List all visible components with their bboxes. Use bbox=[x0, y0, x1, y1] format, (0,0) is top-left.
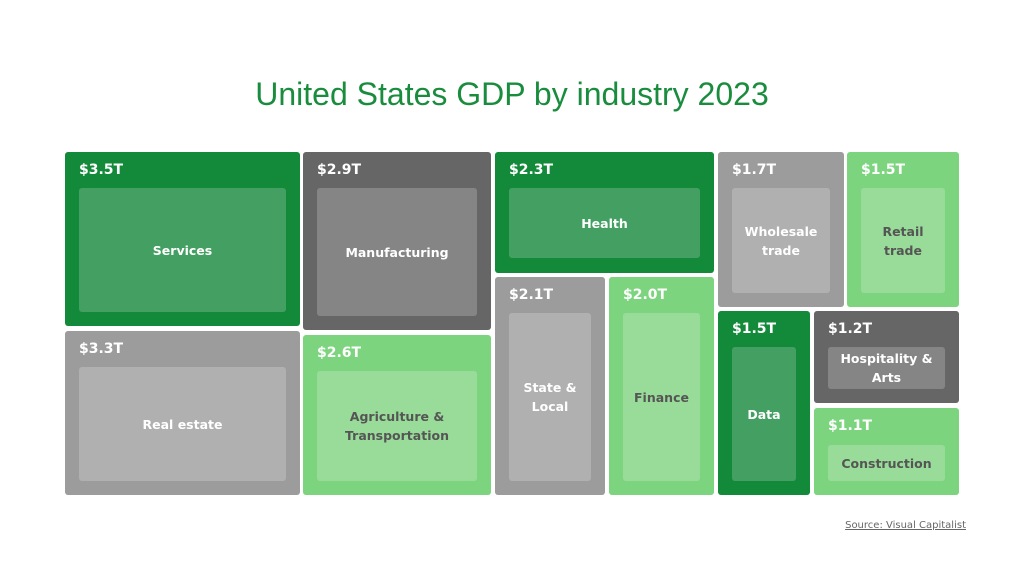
tile-value: $2.9T bbox=[317, 162, 362, 178]
treemap-tile-real-estate: $3.3T Real estate bbox=[65, 331, 300, 495]
treemap-tile-manufacturing: $2.9T Manufacturing bbox=[303, 152, 491, 330]
tile-value: $3.5T bbox=[79, 162, 124, 178]
treemap-tile-finance: $2.0T Finance bbox=[609, 277, 714, 495]
treemap-tile-hospitality-arts: $1.2T Hospitality & Arts bbox=[814, 311, 959, 403]
tile-value: $1.7T bbox=[732, 162, 777, 178]
treemap-tile-health: $2.3T Health bbox=[495, 152, 714, 273]
treemap-tile-retail-trade: $1.5T Retail trade bbox=[847, 152, 959, 307]
tile-value: $2.1T bbox=[509, 287, 554, 303]
treemap-tile-state-local: $2.1T State & Local bbox=[495, 277, 605, 495]
tile-value: $1.2T bbox=[828, 321, 873, 337]
chart-title: United States GDP by industry 2023 bbox=[255, 76, 769, 112]
treemap-tile-agriculture-transportation: $2.6T Agriculture & Transportation bbox=[303, 335, 491, 495]
tile-value: $1.5T bbox=[732, 321, 777, 337]
tile-value: $1.5T bbox=[861, 162, 906, 178]
source-link[interactable]: Source: Visual Capitalist bbox=[845, 520, 966, 531]
tile-label: State & Local bbox=[509, 313, 591, 481]
tile-label: Hospitality & Arts bbox=[828, 347, 945, 389]
tile-label: Health bbox=[509, 188, 700, 258]
treemap-tile-wholesale-trade: $1.7T Wholesale trade bbox=[718, 152, 844, 307]
treemap-tile-services: $3.5T Services bbox=[65, 152, 300, 326]
tile-value: $1.1T bbox=[828, 418, 873, 434]
tile-label: Finance bbox=[623, 313, 700, 481]
treemap-tile-data: $1.5T Data bbox=[718, 311, 810, 495]
tile-value: $2.0T bbox=[623, 287, 668, 303]
tile-label: Real estate bbox=[79, 367, 286, 481]
tile-label: Services bbox=[79, 188, 286, 312]
tile-label: Construction bbox=[828, 445, 945, 481]
tile-label: Data bbox=[732, 347, 796, 481]
tile-value: $2.6T bbox=[317, 345, 362, 361]
tile-label: Manufacturing bbox=[317, 188, 477, 316]
tile-label: Agriculture & Transportation bbox=[317, 371, 477, 481]
treemap-tile-construction: $1.1T Construction bbox=[814, 408, 959, 495]
tile-value: $3.3T bbox=[79, 341, 124, 357]
tile-label: Wholesale trade bbox=[732, 188, 830, 293]
tile-label: Retail trade bbox=[861, 188, 945, 293]
tile-value: $2.3T bbox=[509, 162, 554, 178]
